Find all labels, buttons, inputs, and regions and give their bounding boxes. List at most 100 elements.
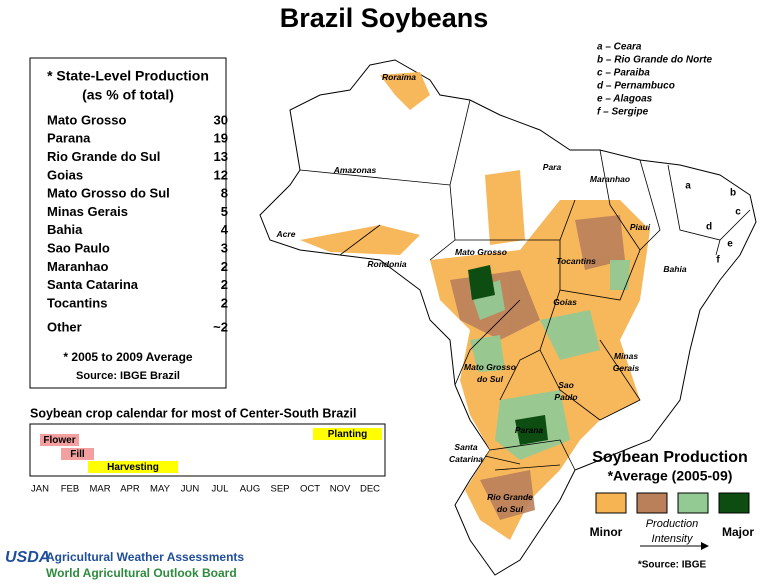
state-share: ~2 xyxy=(213,319,228,334)
month-label: MAR xyxy=(89,484,110,495)
state-label-line: Catarina xyxy=(449,454,483,464)
legend-swatch xyxy=(595,492,627,514)
state-share: 4 xyxy=(221,222,229,237)
state-label-line: Roraima xyxy=(382,72,416,82)
state-label-line: Sao xyxy=(558,380,574,390)
state-name: Maranhao xyxy=(47,259,108,274)
month-label: DEC xyxy=(360,484,380,495)
month-label: JUL xyxy=(212,484,229,495)
state-label: Maranhao xyxy=(590,174,630,184)
legend-swatch xyxy=(677,492,709,514)
state-label-line: Rio Grande xyxy=(487,492,533,502)
stage-label: Planting xyxy=(328,429,367,440)
state-share: 3 xyxy=(221,241,228,256)
state-share: 13 xyxy=(214,149,228,164)
state-letter: e xyxy=(727,239,733,250)
state-label-line: Gerais xyxy=(613,363,640,373)
state-label: Rondonia xyxy=(367,259,406,269)
stage-label: Harvesting xyxy=(107,462,159,473)
state-share: 2 xyxy=(221,259,228,274)
state-label: Parana xyxy=(515,425,544,435)
letter-key: b – Rio Grande do Norte xyxy=(597,55,712,66)
state-name: Tocantins xyxy=(47,295,107,310)
state-label-line: Minas xyxy=(614,351,638,361)
state-label: Para xyxy=(543,162,562,172)
month-label: OCT xyxy=(300,484,320,495)
state-label: Acre xyxy=(276,229,296,239)
stage-bar xyxy=(40,434,79,446)
state-label: Rio Grande do Sul xyxy=(487,492,533,514)
state-label: Minas Gerais xyxy=(613,351,640,373)
month-label: APR xyxy=(120,484,140,495)
title: Brazil Soybeans xyxy=(280,3,489,33)
label-pointer xyxy=(715,239,721,256)
state-share: 8 xyxy=(221,186,228,201)
letter-key: d – Pernambuco xyxy=(597,81,675,92)
letter-key: f – Sergipe xyxy=(597,107,649,118)
legend-minor: Minor xyxy=(590,525,623,539)
stage-bar xyxy=(313,428,382,440)
state-share: 30 xyxy=(214,112,228,127)
state-name: Rio Grande do Sul xyxy=(47,149,160,164)
state-label-line: Goias xyxy=(553,297,577,307)
state-label-line: do Sul xyxy=(477,374,504,384)
state-label-line: Santa xyxy=(454,442,477,452)
letter-key: c – Paraiba xyxy=(597,68,650,79)
month-label: JAN xyxy=(31,484,49,495)
legend-arrow-label: Intensity xyxy=(652,533,694,545)
stage-label: Flower xyxy=(43,435,75,446)
legend-swatch xyxy=(636,492,668,514)
state-label: Santa Catarina xyxy=(449,442,483,464)
state-label-line: Piaui xyxy=(630,222,651,232)
legend-major: Major xyxy=(722,525,754,539)
state-letter: d xyxy=(706,222,712,233)
table-note: * 2005 to 2009 Average xyxy=(63,350,193,364)
legend-subtitle: *Average (2005-09) xyxy=(608,468,733,484)
state-label: Sao Paulo xyxy=(554,380,577,402)
state-letter: f xyxy=(716,255,720,266)
state-label-line: do Sul xyxy=(497,504,524,514)
letter-key: a – Ceara xyxy=(597,42,642,53)
month-label: FEB xyxy=(61,484,79,495)
state-letter: a xyxy=(685,181,691,192)
state-name: Bahia xyxy=(47,222,83,237)
state-label-line: Amazonas xyxy=(333,165,377,175)
month-label: MAY xyxy=(150,484,171,495)
legend-arrow-label: Production xyxy=(646,518,699,530)
footer-line: World Agricultural Outlook Board xyxy=(46,566,237,580)
table-heading: (as % of total) xyxy=(82,87,174,103)
state-label-line: Mato Grosso xyxy=(455,247,507,257)
state-label: Roraima xyxy=(382,72,416,82)
table-panel xyxy=(29,57,227,389)
state-name: Minas Gerais xyxy=(47,204,128,219)
state-name: Sao Paulo xyxy=(47,241,110,256)
state-label-line: Paulo xyxy=(554,392,577,402)
legend-title: Soybean Production xyxy=(592,449,748,466)
state-name: Other xyxy=(47,319,82,334)
table-heading: * State-Level Production xyxy=(47,68,209,84)
state-share: 2 xyxy=(221,277,228,292)
state-name: Santa Catarina xyxy=(47,277,139,292)
map: Roraima Amazonas Para Maranhao Piaui Acre Rond… xyxy=(259,59,757,576)
month-label: JUN xyxy=(181,484,200,495)
state-label: Piaui xyxy=(630,222,651,232)
state-label: Bahia xyxy=(663,264,686,274)
state-label-line: Maranhao xyxy=(590,174,630,184)
month-label: NOV xyxy=(330,484,351,495)
production-areas-major xyxy=(468,265,548,445)
calendar-title: Soybean crop calendar for most of Center… xyxy=(30,406,356,420)
stage-bar xyxy=(88,461,178,473)
state-label-line: Rondonia xyxy=(367,259,406,269)
state-letter: c xyxy=(735,207,741,218)
state-label-line: Bahia xyxy=(663,264,686,274)
month-label: SEP xyxy=(270,484,289,495)
legend-source: *Source: IBGE xyxy=(638,560,707,571)
footer-line: Agricultural Weather Assessments xyxy=(46,550,244,564)
state-share: 12 xyxy=(214,167,228,182)
state-share: 2 xyxy=(221,295,228,310)
label-pointer xyxy=(484,455,521,465)
state-letter: b xyxy=(730,188,736,199)
state-label: Mato Grosso xyxy=(455,247,507,257)
state-name: Parana xyxy=(47,131,91,146)
month-label: AUG xyxy=(240,484,261,495)
